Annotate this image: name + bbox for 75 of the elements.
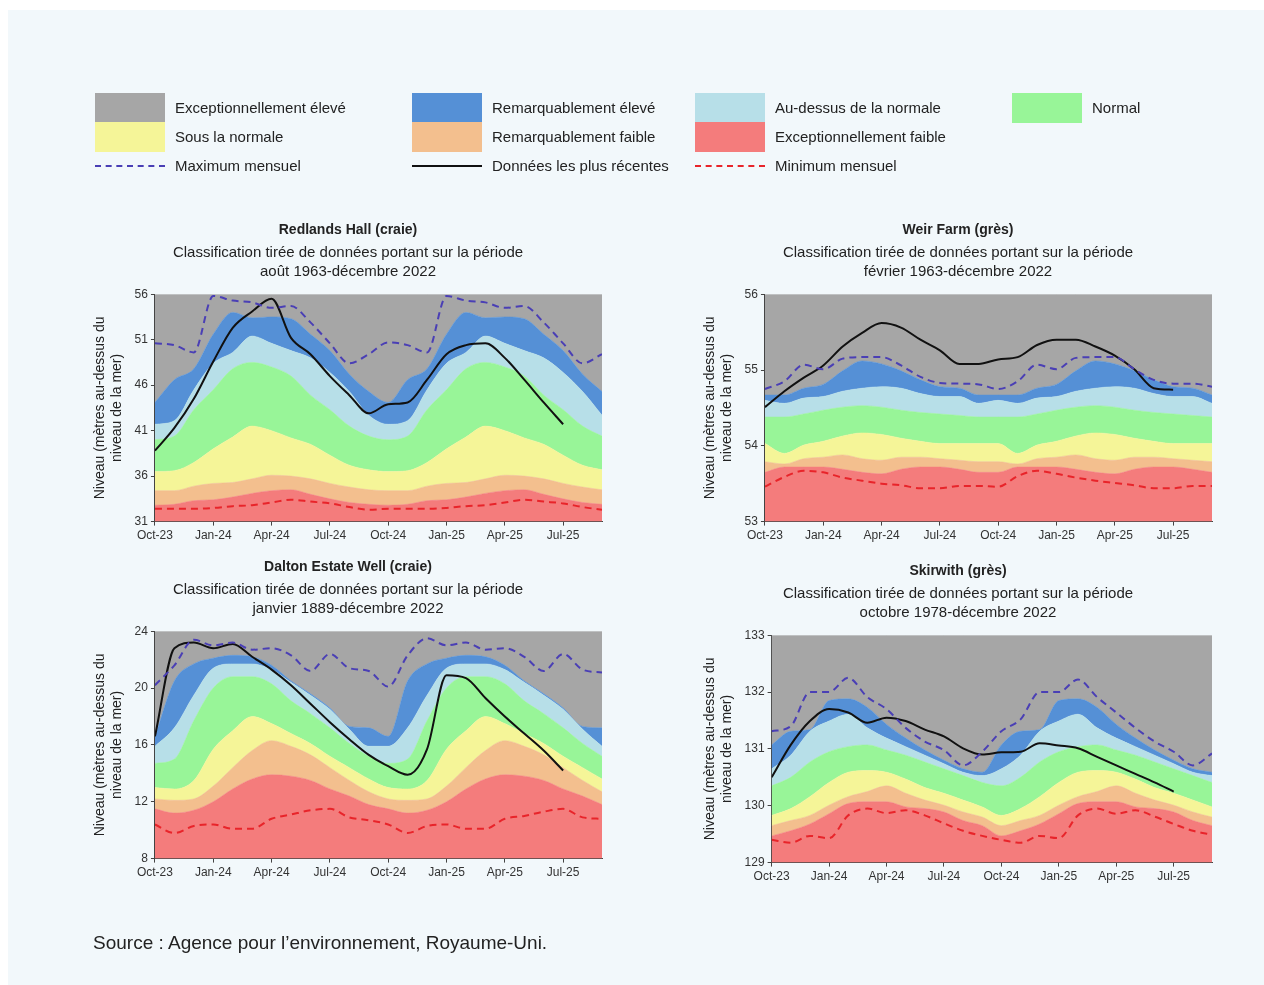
- chart-subtitle: Classification tirée de données portant sur la période octobre 1978-décembre 2022: [781, 583, 1135, 621]
- legend-label: Remarquablement élevé: [492, 99, 656, 116]
- x-tick-label: Oct-24: [983, 869, 1020, 884]
- x-tick-label: Oct-23: [136, 528, 174, 543]
- y-tick-label: 36: [134, 468, 149, 483]
- x-tick-label: Jan-25: [1040, 869, 1078, 884]
- x-tick-label: Jul-24: [923, 528, 957, 543]
- legend-label: Au-dessus de la normale: [775, 99, 941, 116]
- x-tick-label: Apr-25: [486, 528, 524, 543]
- y-tick-label: 16: [134, 737, 149, 752]
- legend-label: Minimum mensuel: [775, 157, 897, 174]
- x-tick-label: Jul-25: [546, 865, 580, 880]
- x-tick-label: Jul-25: [1156, 528, 1190, 543]
- y-axis-title: Niveau (mètres au-dessus du niveau de la mer): [701, 657, 735, 841]
- y-tick-label: 129: [744, 854, 765, 869]
- x-tick-label: Jul-24: [313, 865, 347, 880]
- y-tick-label: 8: [141, 850, 149, 865]
- legend-label: Données les plus récentes: [492, 157, 669, 174]
- y-tick-label: 24: [134, 623, 149, 638]
- chart-title: Redlands Hall (craie): [277, 220, 419, 239]
- y-tick-label: 20: [134, 680, 149, 695]
- legend-label: Normal: [1092, 99, 1141, 116]
- legend-label: Sous la normale: [175, 128, 284, 145]
- chart-title: Skirwith (grès): [908, 561, 1008, 580]
- x-tick-label: Jan-24: [810, 869, 848, 884]
- x-tick-label: Jul-24: [927, 869, 961, 884]
- source-note: Source : Agence pour l’environnement, Royaume-Uni.: [93, 932, 548, 954]
- x-tick-label: Apr-24: [253, 528, 290, 543]
- x-tick-label: Apr-24: [253, 865, 290, 880]
- x-tick-label: Jan-24: [804, 528, 842, 543]
- x-tick-label: Oct-24: [370, 865, 407, 880]
- y-tick-label: 133: [744, 627, 765, 642]
- x-tick-label: Oct-23: [746, 528, 784, 543]
- x-tick-label: Jan-24: [194, 528, 232, 543]
- x-tick-label: Oct-23: [136, 865, 174, 880]
- x-tick-label: Apr-24: [868, 869, 905, 884]
- y-tick-label: 56: [134, 286, 149, 301]
- x-tick-label: Jul-24: [313, 528, 347, 543]
- y-tick-label: 51: [134, 331, 149, 346]
- x-tick-label: Jan-25: [428, 528, 466, 543]
- x-tick-label: Jan-25: [428, 865, 466, 880]
- y-tick-label: 53: [744, 513, 759, 528]
- x-tick-label: Oct-24: [370, 528, 407, 543]
- legend-label: Exceptionnellement faible: [775, 128, 946, 145]
- x-tick-label: Oct-23: [753, 869, 790, 884]
- y-tick-label: 31: [134, 513, 149, 528]
- legend-label: Exceptionnellement élevé: [175, 99, 346, 116]
- y-tick-label: 130: [744, 798, 765, 813]
- y-tick-label: 46: [134, 377, 149, 392]
- x-tick-label: Apr-25: [1098, 869, 1135, 884]
- y-tick-label: 131: [744, 741, 765, 756]
- chart-subtitle: Classification tirée de données portant sur la période février 1963-décembre 2022: [781, 242, 1135, 280]
- legend-label: Remarquablement faible: [492, 128, 656, 145]
- y-tick-label: 132: [744, 684, 765, 699]
- y-tick-label: 12: [134, 794, 149, 809]
- y-axis-title: Niveau (mètres au-dessus du niveau de la mer): [701, 316, 735, 500]
- y-tick-label: 41: [134, 422, 149, 437]
- x-tick-label: Jan-25: [1038, 528, 1076, 543]
- x-tick-label: Apr-25: [1096, 528, 1134, 543]
- legend-label: Maximum mensuel: [175, 157, 301, 174]
- y-tick-label: 56: [744, 286, 759, 301]
- x-tick-label: Jul-25: [546, 528, 580, 543]
- y-axis-title: Niveau (mètres au-dessus du niveau de la mer): [91, 316, 125, 500]
- y-tick-label: 55: [744, 362, 759, 377]
- x-tick-label: Apr-24: [863, 528, 900, 543]
- y-tick-label: 54: [744, 438, 759, 453]
- x-tick-label: Jul-25: [1157, 869, 1191, 884]
- x-tick-label: Jan-24: [194, 865, 232, 880]
- y-axis-title: Niveau (mètres au-dessus du niveau de la mer): [91, 653, 125, 837]
- x-tick-label: Apr-25: [486, 865, 524, 880]
- chart-subtitle: Classification tirée de données portant sur la période août 1963-décembre 2022: [171, 242, 525, 280]
- chart-title: Weir Farm (grès): [901, 220, 1015, 239]
- chart-title: Dalton Estate Well (craie): [263, 557, 433, 576]
- chart-subtitle: Classification tirée de données portant sur la période janvier 1889-décembre 2022: [171, 579, 525, 617]
- x-tick-label: Oct-24: [980, 528, 1017, 543]
